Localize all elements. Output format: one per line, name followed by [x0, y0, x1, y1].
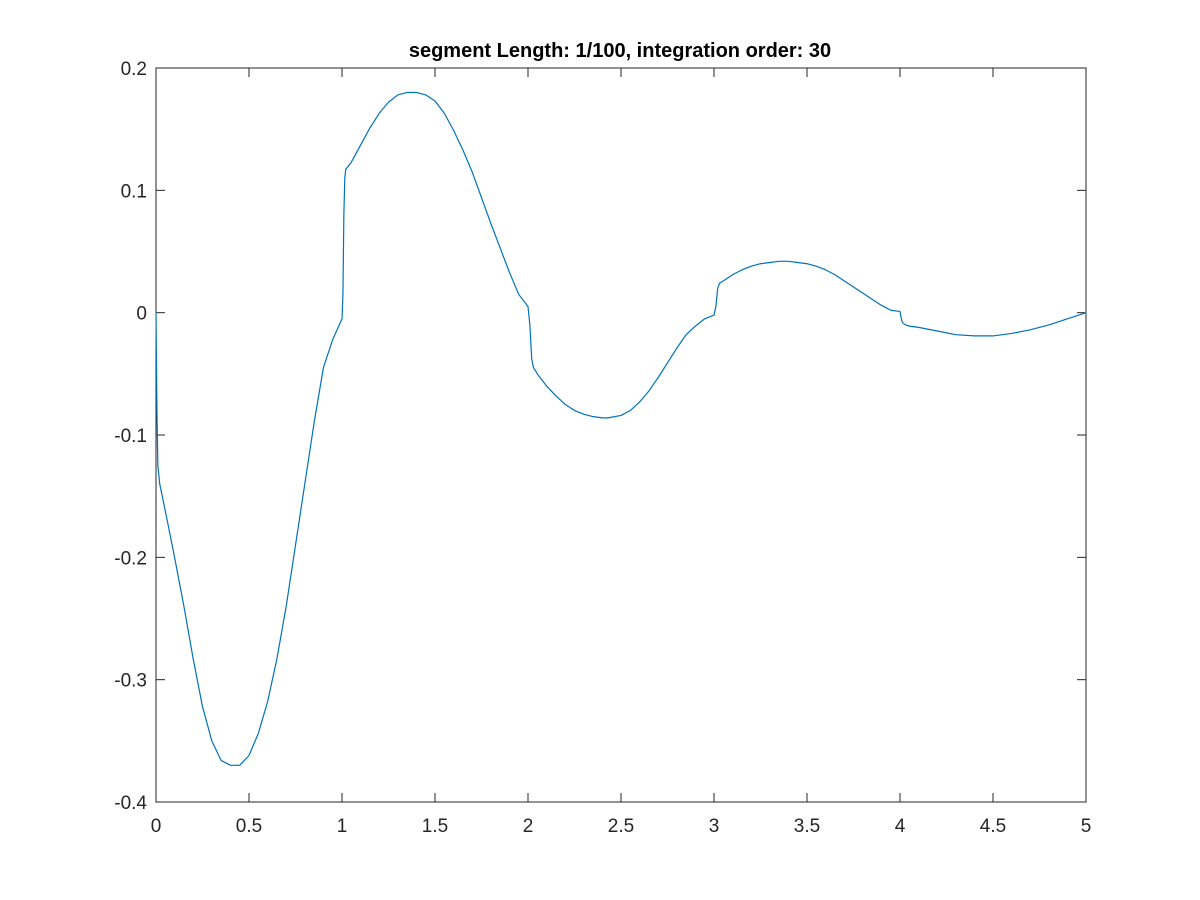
x-tick-label: 2	[523, 816, 534, 837]
y-tick-label: 0.2	[121, 59, 147, 80]
series-line-0	[155, 91, 1087, 766]
y-tick-label: -0.2	[114, 548, 147, 569]
y-tick-label: 0.1	[121, 181, 147, 202]
y-tick-label: -0.1	[114, 426, 147, 447]
x-tick-label: 4	[895, 816, 906, 837]
series-layer	[155, 91, 1087, 766]
chart-title: segment Length: 1/100, integration order…	[409, 40, 831, 62]
y-tick-label: -0.4	[114, 793, 147, 814]
axes-box	[155, 67, 1087, 803]
x-tick-label: 4.5	[980, 816, 1006, 837]
x-tick-label: 1.5	[422, 816, 448, 837]
x-tick-label: 5	[1081, 816, 1092, 837]
x-tick-label: 2.5	[608, 816, 634, 837]
y-tick-label: 0	[136, 304, 147, 325]
x-tick-label: 0	[151, 816, 162, 837]
ticks-layer	[155, 67, 1087, 803]
x-tick-label: 3.5	[794, 816, 820, 837]
x-tick-label: 0.5	[236, 816, 262, 837]
tick-labels-layer: 0 0.5 1 1.5 2 2.5 3 3.5 4 4.5 5 -0.4 -0.3 -0.2 -0.1 0 0.…	[114, 59, 1091, 837]
x-tick-label: 3	[709, 816, 720, 837]
x-tick-label: 1	[337, 816, 348, 837]
y-tick-label: -0.3	[114, 671, 147, 692]
